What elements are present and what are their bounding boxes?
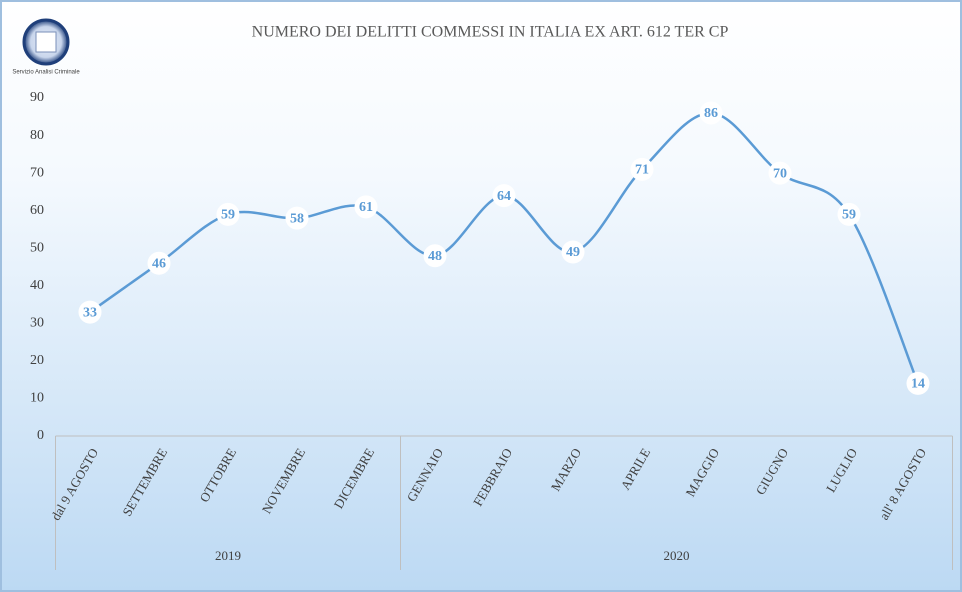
data-label: 59 [842,208,856,223]
data-label-bubble [147,251,171,275]
y-tick-label: 50 [30,240,44,255]
data-label: 58 [290,211,304,226]
data-label-bubble [837,202,861,226]
data-label: 70 [773,166,787,181]
data-label-bubble [630,157,654,181]
y-tick-label: 0 [37,428,44,443]
data-label: 86 [704,106,718,121]
group-label: 2019 [215,548,241,563]
y-tick-label: 10 [30,391,44,406]
y-tick-label: 40 [30,278,44,293]
data-label-bubble [699,101,723,125]
chart-title: NUMERO DEI DELITTI COMMESSI IN ITALIA EX… [252,24,729,41]
data-label-bubble [216,202,240,226]
data-label-bubble [906,371,930,395]
data-label-bubble [285,206,309,230]
data-label: 14 [911,377,925,392]
y-tick-label: 90 [30,90,44,105]
logo-text: Servizio Analisi Criminale [12,70,80,76]
data-label: 61 [359,200,373,215]
y-tick-label: 60 [30,203,44,218]
data-label: 64 [497,189,511,204]
data-label: 49 [566,245,580,260]
y-tick-label: 30 [30,316,44,331]
data-label-bubble [561,240,585,264]
group-label: 2020 [664,548,690,563]
data-label: 48 [428,249,442,264]
y-tick-label: 20 [30,353,44,368]
y-tick-label: 80 [30,128,44,143]
data-label: 46 [152,256,166,271]
data-label: 33 [83,305,97,320]
data-label: 71 [635,163,649,178]
data-label-bubble [78,300,102,324]
data-label-bubble [768,161,792,185]
data-label-bubble [492,184,516,208]
y-tick-label: 70 [30,165,44,180]
data-label-bubble [354,195,378,219]
data-label: 59 [221,208,235,223]
logo-emblem [35,31,57,53]
data-label-bubble [423,244,447,268]
